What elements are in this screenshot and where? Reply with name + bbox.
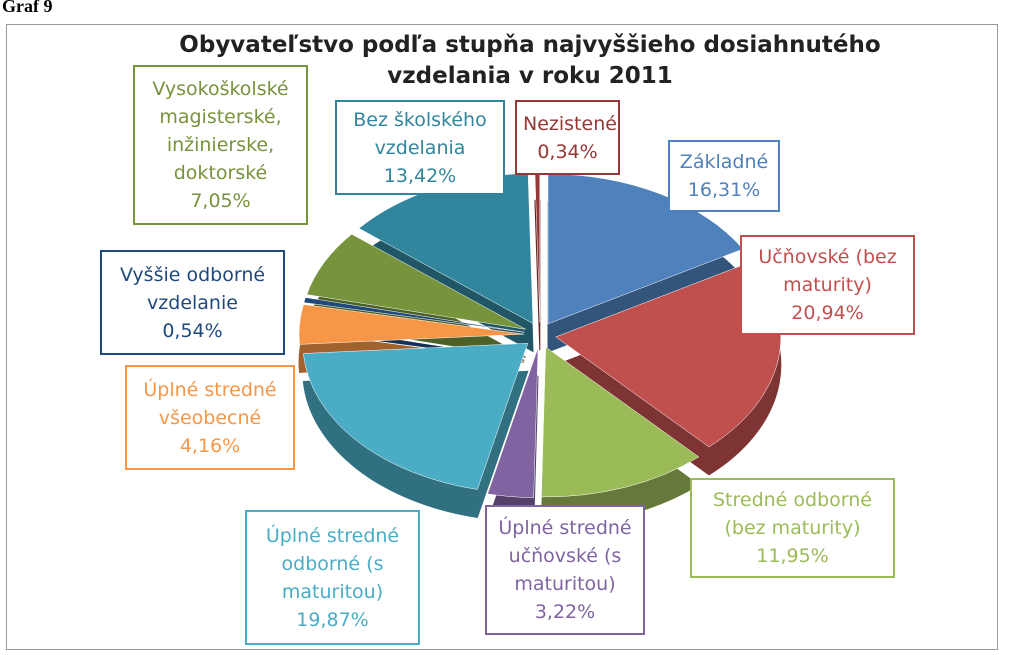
data-label-box: Úplné stredné učňovské (s maturitou) 3,22… (485, 505, 645, 635)
category-label: Úplné stredné všeobecné (143, 378, 277, 429)
value-label: 19,87% (296, 608, 369, 631)
category-label: Bez školského vzdelania (353, 108, 487, 159)
data-label-box: Základné 16,31% (668, 140, 780, 212)
value-label: 20,94% (791, 302, 864, 324)
category-label: Vysokoškolské magisterské, inžinierske, … (152, 78, 289, 184)
slice (541, 346, 700, 498)
slice (534, 171, 541, 323)
category-label: Učňovské (bez maturity) (758, 246, 897, 296)
slice (487, 347, 539, 498)
value-label: 4,16% (179, 434, 241, 457)
value-label: 13,42% (383, 164, 457, 187)
slice (306, 233, 526, 330)
data-label-box: Úplné stredné všeobecné 4,16% (125, 365, 295, 470)
category-label: Stredné odborné (bez maturity) (712, 489, 872, 539)
caption: Graf 9 (2, 0, 53, 16)
category-label: Vyššie odborné vzdelanie (119, 263, 266, 314)
chart-frame (6, 24, 998, 650)
chart-title: Obyvateľstvo podľa stupňa najvyššieho do… (179, 32, 881, 89)
category-label: Úplné stredné učňovské (s maturitou) (498, 517, 632, 595)
data-label-box: Učňovské (bez maturity) 20,94% (740, 235, 915, 335)
value-label: 3,22% (534, 601, 596, 623)
value-label: 7,05% (190, 190, 251, 212)
category-label: Úplné stredné odborné (s maturitou) (265, 524, 400, 603)
value-label: 16,31% (687, 179, 761, 201)
data-label-box: Stredné odborné (bez maturity) 11,95% (690, 478, 895, 578)
data-label-box: Vysokoškolské magisterské, inžinierske, … (133, 65, 308, 225)
data-label-box: Vyššie odborné vzdelanie 0,54% (100, 250, 285, 355)
data-label-box: Bez školského vzdelania 13,42% (335, 100, 505, 195)
data-label-box: Úplné stredné odborné (s maturitou) 19,87… (245, 510, 420, 645)
value-label: 0,54% (162, 319, 223, 342)
category-label: Nezistené (523, 112, 617, 135)
data-label-box: Nezistené 0,34% (515, 100, 620, 175)
slice (303, 297, 525, 333)
category-label: Základné (679, 151, 769, 173)
value-label: 0,34% (537, 140, 598, 163)
slice (303, 343, 529, 490)
slice (298, 304, 525, 345)
value-label: 11,95% (756, 545, 829, 567)
